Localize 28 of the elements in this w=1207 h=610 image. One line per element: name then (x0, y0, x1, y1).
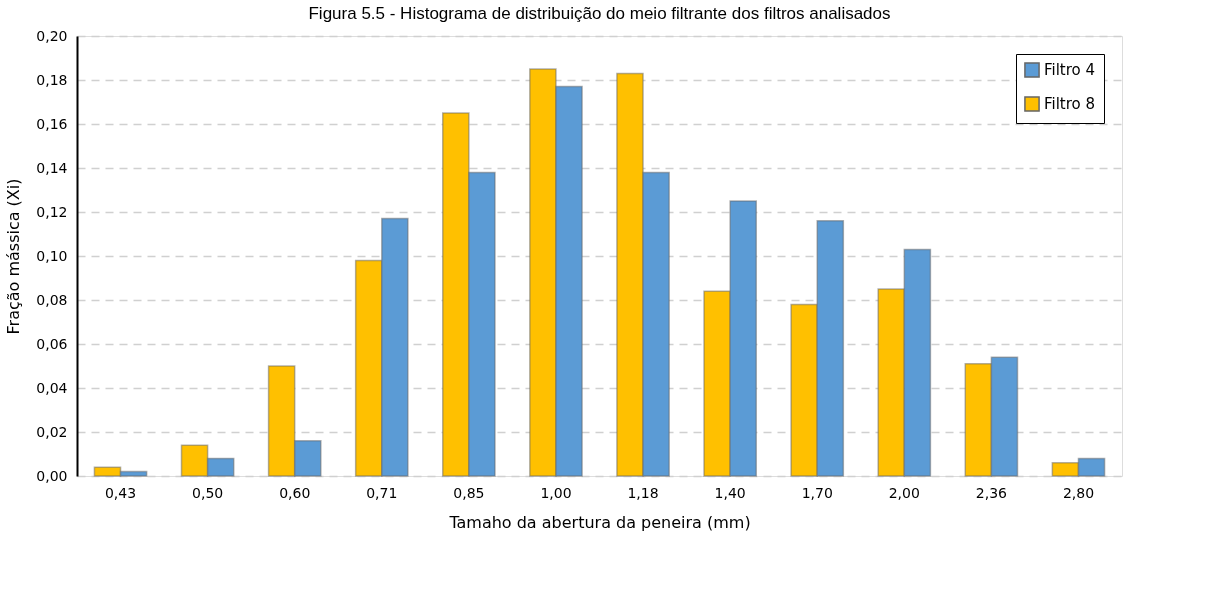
x-tick-label: 1,00 (540, 484, 572, 501)
x-tick-label: 1,40 (714, 484, 746, 501)
legend-label: Filtro 8 (1044, 95, 1096, 113)
x-tick-label: 0,71 (366, 484, 398, 501)
y-tick-label: 0,00 (36, 467, 68, 484)
y-tick-label: 0,02 (36, 423, 68, 440)
y-tick-label: 0,06 (36, 335, 68, 352)
x-tick-label: 1,18 (627, 484, 659, 501)
x-tick-label: 0,85 (453, 484, 485, 501)
y-tick-label: 0,16 (36, 115, 68, 132)
y-tick-label: 0,12 (36, 203, 68, 220)
x-axis-title: Tamaho da abertura da peneira (mm) (448, 512, 751, 532)
legend-label: Filtro 4 (1044, 61, 1096, 79)
chart-title: Figura 5.5 - Histograma de distribuição do meio filtrante dos filtros analisados (308, 4, 891, 23)
x-tick-label: 2,80 (1062, 484, 1095, 501)
x-tick-label: 1,70 (801, 484, 833, 501)
x-tick-label: 0,60 (279, 484, 311, 501)
y-tick-label: 0,20 (36, 27, 68, 44)
y-axis-title: Fração mássica (Xi) (4, 178, 24, 335)
y-tick-label: 0,04 (36, 379, 68, 396)
y-tick-label: 0,10 (36, 247, 68, 264)
x-tick-label: 0,43 (104, 484, 137, 501)
y-tick-label: 0,18 (36, 71, 68, 88)
y-tick-label: 0,14 (36, 159, 68, 176)
y-tick-label: 0,08 (36, 291, 68, 308)
x-tick-label: 2,00 (888, 484, 920, 501)
x-tick-label: 2,36 (975, 484, 1008, 501)
x-tick-label: 0,50 (192, 484, 224, 501)
